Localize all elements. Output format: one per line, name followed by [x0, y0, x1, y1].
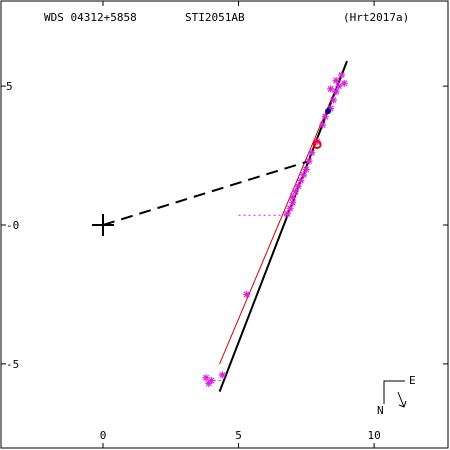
x-tick-label: 0 [100, 429, 107, 442]
observation-mark [205, 379, 213, 387]
compass-arm [383, 380, 405, 404]
recent-position-point [325, 108, 332, 115]
header-discoverer: STI2051AB [185, 11, 245, 24]
y-tick-label: -0 [6, 219, 19, 232]
observation-mark [297, 177, 305, 185]
observation-point [202, 374, 210, 382]
node-line [102, 160, 310, 226]
highlight-point [312, 139, 322, 149]
observation-point [289, 199, 297, 207]
observation-point [294, 182, 302, 190]
observation-mark [202, 374, 210, 382]
observation-mark [283, 210, 291, 218]
observation-mark [218, 371, 226, 379]
y-tick-label: 5 [6, 80, 13, 93]
observation-mark [207, 377, 215, 385]
observation-points [92, 71, 348, 387]
observation-point [332, 77, 340, 85]
observation-mark [243, 290, 251, 298]
observation-point [327, 85, 335, 93]
observation-point [335, 82, 343, 90]
observation-point [327, 104, 335, 112]
observation-point [308, 149, 316, 157]
y-tick-label: -5 [6, 358, 19, 371]
header-wds-id: WDS 04312+5858 [44, 11, 137, 24]
observation-point [218, 371, 226, 379]
observation-mark [302, 165, 310, 173]
observation-point [321, 113, 329, 121]
observation-point [243, 290, 251, 298]
observation-mark [338, 71, 346, 79]
x-tick-label: 10 [367, 429, 380, 442]
observation-point [305, 157, 313, 165]
compass: E N [377, 374, 416, 417]
observation-mark [305, 157, 313, 165]
x-tick-label: 5 [235, 429, 242, 442]
motion-arrow-icon [397, 391, 407, 408]
observation-mark [319, 121, 327, 129]
observation-point [289, 193, 297, 201]
observation-point [319, 121, 327, 129]
observation-mark [327, 104, 335, 112]
observation-mark [289, 199, 297, 207]
observation-point [332, 88, 340, 96]
observation-point [340, 79, 348, 87]
observation-point [207, 377, 215, 385]
observation-point [283, 210, 291, 218]
observation-point [302, 165, 310, 173]
observation-point [300, 171, 308, 179]
observation-point [286, 204, 294, 212]
observation-mark [308, 149, 316, 157]
observation-mark [321, 113, 329, 121]
observation-mark [294, 182, 302, 190]
observation-mark [289, 193, 297, 201]
observation-point [338, 71, 346, 79]
observation-mark [329, 96, 337, 104]
observation-point [291, 188, 299, 196]
observation-mark [327, 85, 335, 93]
observation-point [329, 96, 337, 104]
observation-mark [332, 88, 340, 96]
compass-east-label: E [409, 374, 416, 387]
observation-mark [286, 204, 294, 212]
observation-mark [340, 79, 348, 87]
header-reference: (Hrt2017a) [343, 11, 409, 24]
observation-mark [335, 82, 343, 90]
observation-point [297, 177, 305, 185]
observation-mark [300, 171, 308, 179]
observation-mark [291, 188, 299, 196]
observation-point [205, 379, 213, 387]
observation-mark [332, 77, 340, 85]
compass-north-label: N [377, 404, 384, 417]
primary-star-icon [92, 214, 115, 236]
